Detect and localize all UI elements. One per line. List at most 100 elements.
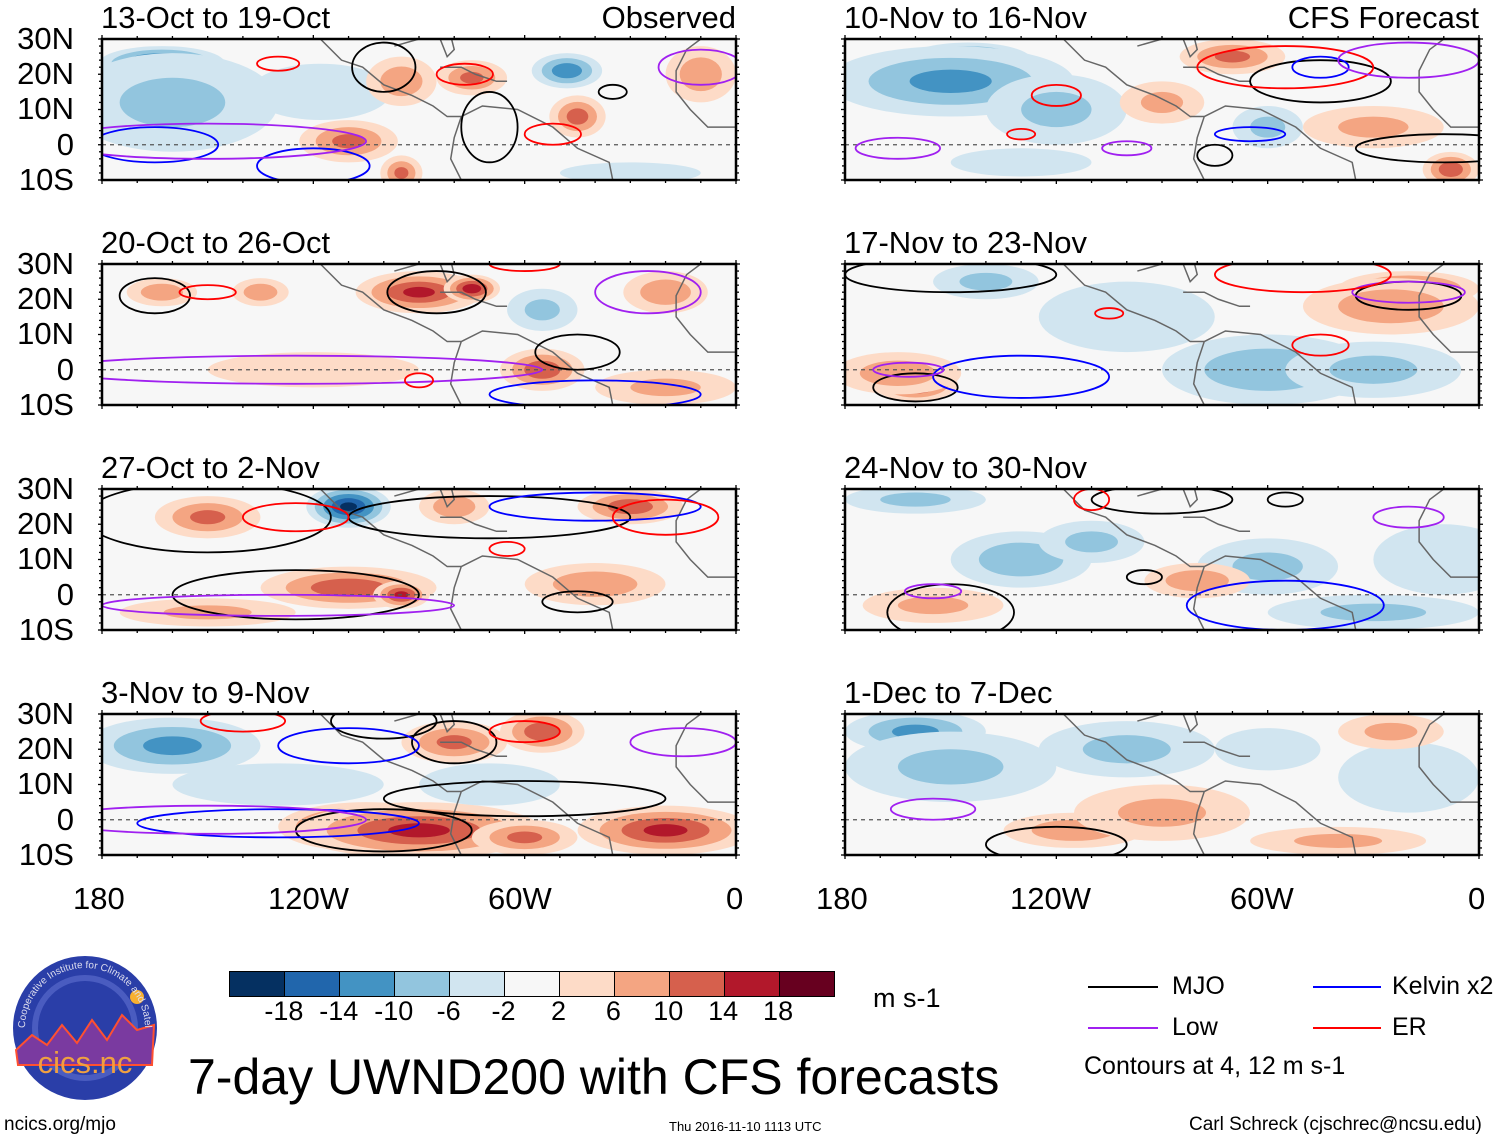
contour-er xyxy=(488,264,561,272)
contour-mjo xyxy=(541,590,614,614)
anomaly-fill xyxy=(119,77,226,128)
contour-mjo xyxy=(294,808,473,853)
lon-tick-120w-left: 120W xyxy=(268,881,349,916)
anomaly-fill xyxy=(140,283,183,301)
lat-tick-label: 10S xyxy=(18,386,74,422)
colorbar-tick-label: 18 xyxy=(763,996,794,1026)
anomaly-fill xyxy=(1214,50,1251,63)
colorbar-swatch xyxy=(230,972,284,996)
anomaly-fill xyxy=(462,283,482,294)
anomaly-fill xyxy=(897,749,1004,785)
anomaly-fill xyxy=(640,279,691,305)
panel-title: 20-Oct to 26-Oct xyxy=(101,225,331,260)
colorbar-tick-label: 14 xyxy=(708,996,739,1026)
anomaly-fill xyxy=(1065,531,1118,553)
contour-mjo xyxy=(1125,569,1163,586)
lat-tick-label: 20N xyxy=(17,506,74,542)
anomaly-fill xyxy=(1320,603,1427,622)
lon-tick-60w-right: 60W xyxy=(1230,881,1294,916)
contour-mjo xyxy=(1196,143,1234,167)
legend-swatch-mjo xyxy=(1088,986,1158,988)
contour-kelvin xyxy=(1291,55,1350,79)
contour-mjo xyxy=(1090,489,1234,515)
timestamp: Thu 2016-11-10 1113 UTC xyxy=(669,1119,822,1134)
lat-tick-label: 30N xyxy=(17,471,74,506)
anomaly-fill xyxy=(460,71,484,84)
contour-er xyxy=(404,372,434,389)
contour-mjo xyxy=(351,41,417,93)
contour-low xyxy=(102,804,367,835)
chart-title: 7-day UWND200 with CFS forecasts xyxy=(188,1049,1000,1105)
contour-mjo xyxy=(597,83,628,100)
contour-er xyxy=(523,122,582,146)
anomaly-fill xyxy=(433,496,476,518)
contour-mjo xyxy=(118,277,191,315)
legend-note: Contours at 4, 12 m s-1 xyxy=(1084,1052,1346,1080)
colorbar-tick-label: 10 xyxy=(653,996,684,1026)
coastline xyxy=(1062,714,1479,855)
colorbar-tick-label: 2 xyxy=(550,996,566,1026)
lon-tick-60w-left: 60W xyxy=(488,881,552,916)
anomaly-fill xyxy=(909,69,992,94)
colorbar-tick-label: -6 xyxy=(436,996,461,1026)
lat-tick-label: 10N xyxy=(17,91,74,127)
anomaly-fill xyxy=(880,492,951,507)
contour-kelvin xyxy=(932,354,1111,399)
colorbar-tick-label: -18 xyxy=(264,996,304,1026)
panel-tag: Observed xyxy=(601,0,736,35)
anomaly-fill xyxy=(143,736,202,756)
lat-tick-label: 10S xyxy=(18,836,74,872)
anomaly-fill xyxy=(172,763,384,806)
legend-label-kelvin: Kelvin x2 xyxy=(1392,972,1494,1000)
anomaly-fill xyxy=(1140,91,1184,114)
contour-er xyxy=(1291,333,1350,357)
anomaly-fill xyxy=(559,162,701,180)
source-url[interactable]: ncics.org/mjo xyxy=(4,1114,116,1135)
contour-mjo xyxy=(1266,491,1304,508)
cics-logo: Cooperative Institute for Climate and Sa… xyxy=(12,955,157,1100)
contour-er xyxy=(256,55,301,72)
anomaly-fill xyxy=(950,148,1092,177)
contour-low xyxy=(594,270,702,315)
legend-label-mjo: MJO xyxy=(1172,972,1225,1000)
legend-swatch-kelvin xyxy=(1313,986,1381,988)
lat-tick-label: 0 xyxy=(56,351,74,387)
contour-er xyxy=(435,62,494,86)
anomaly-fill xyxy=(394,167,409,179)
legend-swatch-low xyxy=(1088,1027,1158,1029)
map-plot xyxy=(98,35,740,184)
anomaly-fill xyxy=(1294,833,1383,848)
contour-mjo xyxy=(534,333,621,371)
contour-mjo xyxy=(460,91,519,164)
contour-mjo xyxy=(1249,59,1392,104)
panel-title: 3-Nov to 9-Nov xyxy=(101,675,310,710)
anomaly-fill xyxy=(243,283,278,301)
contour-mjo xyxy=(411,720,498,765)
contour-er xyxy=(611,498,720,536)
contour-er xyxy=(1214,264,1392,294)
map-plot xyxy=(98,710,740,859)
contour-er xyxy=(178,284,237,301)
contour-er xyxy=(199,714,287,733)
anomaly-fill xyxy=(507,831,543,844)
contour-kelvin xyxy=(277,727,420,765)
anomaly-fill xyxy=(1438,161,1463,177)
panel-title: 24-Nov to 30-Nov xyxy=(844,450,1087,485)
anomaly-fill xyxy=(1338,289,1444,324)
panel-title: 27-Oct to 2-Nov xyxy=(101,450,320,485)
contour-mjo xyxy=(102,489,332,554)
contour-mjo xyxy=(382,780,667,818)
anomaly-fill xyxy=(310,578,387,597)
colorbar-tick-label: 6 xyxy=(605,996,621,1026)
anomaly-fill xyxy=(403,286,435,298)
colorbar-swatch xyxy=(449,972,504,996)
coastline xyxy=(1062,489,1479,630)
contour-er xyxy=(488,720,561,744)
contour-kelvin xyxy=(256,147,371,180)
anomaly-fill xyxy=(643,824,688,837)
lon-tick-180-left: 180 xyxy=(73,881,125,916)
anomaly-fill xyxy=(1232,552,1303,581)
anomaly-fill xyxy=(1250,116,1286,138)
colorbar-swatch xyxy=(339,972,394,996)
contour-er xyxy=(1030,83,1082,107)
